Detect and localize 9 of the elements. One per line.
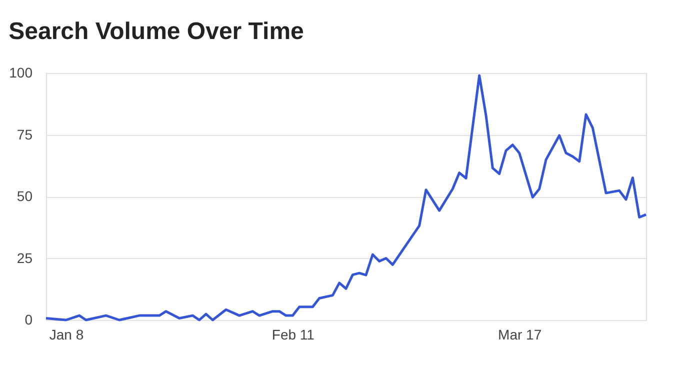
y-tick-label: 75: [16, 126, 33, 142]
y-tick-label: 25: [16, 250, 33, 266]
x-tick-label: Jan 8: [49, 326, 84, 342]
y-tick-label: 100: [9, 64, 33, 80]
y-tick-label: 50: [16, 188, 33, 204]
x-tick-label: Feb 11: [272, 326, 315, 342]
y-tick-label: 0: [24, 312, 33, 328]
x-tick-label: Mar 17: [498, 326, 542, 342]
chart-title: Search Volume Over Time: [8, 18, 304, 45]
